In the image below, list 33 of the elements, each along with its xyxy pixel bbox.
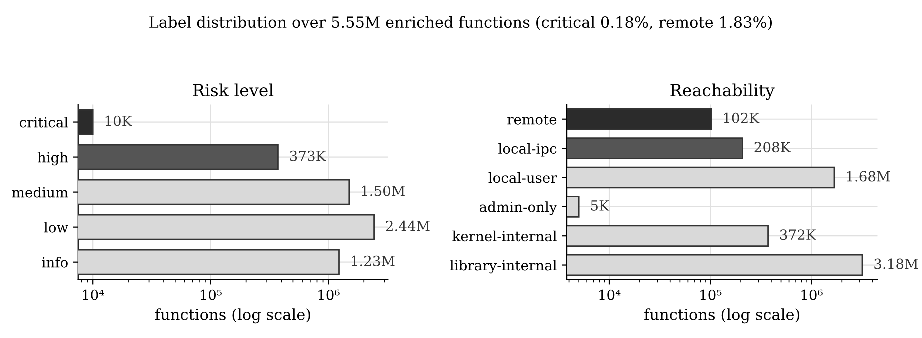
chart-title: Reachability [670, 84, 775, 100]
y-tick-label: local-user [488, 172, 558, 184]
x-tick-label: 10⁴ [600, 290, 621, 300]
y-tick-label: kernel-internal [452, 230, 557, 242]
data-label: 373K [290, 150, 326, 162]
x-tick-label: 10⁴ [83, 290, 104, 300]
y-tick-label: remote [508, 115, 557, 125]
data-label: 5K [591, 200, 610, 211]
x-tick-label: 10⁵ [200, 290, 222, 300]
data-label: 1.23M [352, 256, 395, 266]
data-label: 208K [754, 142, 791, 153]
x-tick-label: 10⁶ [802, 290, 823, 300]
data-label: 10K [106, 116, 132, 126]
y-tick-label: info [42, 257, 68, 268]
data-label: 1.68M [847, 171, 890, 182]
data-label: 2.44M [386, 220, 430, 232]
data-label: 1.50M [362, 186, 405, 196]
y-tick-label: library-internal [450, 260, 557, 274]
y-tick-label: admin-only [480, 202, 558, 216]
y-tick-label: medium [12, 187, 68, 198]
text: Label distribution over 5.55M enriched functions (critical 0.18%, remote 1.83%) [150, 16, 772, 30]
data-label: 372K [780, 230, 816, 240]
data-label: 102K [724, 112, 760, 124]
y-tick-label: local-ipc [498, 143, 557, 157]
y-tick-label: low [44, 222, 68, 233]
chart-title: Risk level [193, 84, 274, 97]
x-tick-label: 10⁵ [700, 290, 722, 300]
x-tick-label: 10⁶ [318, 290, 340, 300]
y-tick-label: critical [20, 117, 68, 128]
x-axis-title: functions (log scale) [155, 308, 310, 324]
data-label: 3.18M [874, 258, 918, 270]
y-tick-label: high [38, 152, 68, 166]
x-axis-title: functions (log scale) [644, 308, 800, 324]
